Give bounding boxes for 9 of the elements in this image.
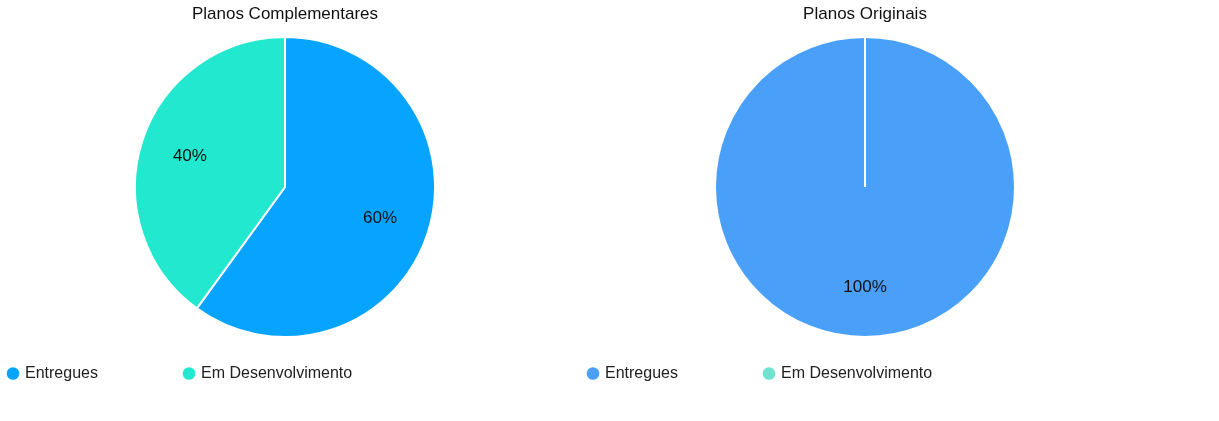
- legend-label: Em Desenvolvimento: [201, 364, 353, 382]
- legend-label: Em Desenvolvimento: [781, 364, 933, 382]
- legend-label: Entregues: [25, 364, 98, 382]
- chart-title: Planos Complementares: [191, 4, 379, 23]
- chart-title: Planos Originais: [803, 4, 927, 23]
- data-label: 100%: [843, 277, 887, 296]
- data-label: 60%: [363, 207, 398, 227]
- legend-label: Entregues: [605, 364, 678, 382]
- data-label: 40%: [172, 146, 207, 166]
